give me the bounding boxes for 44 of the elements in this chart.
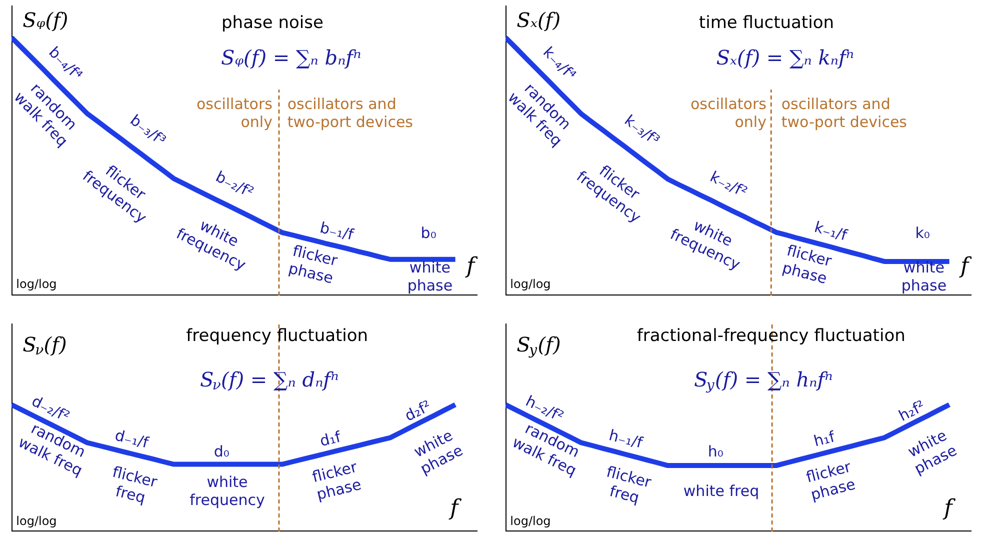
annotation: flicker freq	[604, 462, 654, 507]
annotation: oscillators and two-port devices	[781, 94, 908, 131]
annotation: b₋₂/f²	[212, 167, 257, 202]
chart-title: phase noise	[222, 12, 324, 33]
annotation: d₀	[214, 442, 230, 461]
x-axis-title: f	[464, 254, 478, 279]
annotation: oscillators only	[196, 94, 273, 131]
annotation: log/log	[510, 514, 551, 528]
x-axis-title: f	[942, 496, 956, 522]
y-axis-title: Sₓ(f)	[516, 8, 560, 32]
annotation: white phase	[901, 258, 947, 294]
annotation: b₋₁/f	[318, 218, 356, 244]
annotation: white freq	[683, 482, 760, 500]
annotation: Sᵩ(f) = ∑ₙ bₙfⁿ	[221, 46, 362, 70]
annotation: d₋₁/f	[113, 426, 151, 452]
annotation: white frequency	[190, 472, 265, 509]
annotation: white phase	[407, 258, 453, 294]
annotation: h₁f	[812, 427, 838, 450]
annotation: h₋₂/f²	[522, 392, 566, 426]
x-axis-title: f	[958, 254, 972, 279]
annotation: oscillators only	[690, 94, 767, 131]
y-axis-title: Sᵩ(f)	[22, 8, 68, 32]
annotation: flicker phase	[286, 242, 340, 288]
annotation: flicker freq	[110, 462, 160, 507]
annotation: log/log	[510, 276, 551, 291]
annotation: Sₓ(f) = ∑ₙ kₙfⁿ	[716, 46, 854, 70]
x-axis-title: f	[448, 496, 462, 522]
annotation: d₁f	[318, 428, 344, 450]
annotation: d₋₂/f²	[28, 392, 72, 426]
annotation: k₀	[915, 224, 930, 242]
chart-title: fractional-frequency fluctuation	[636, 326, 906, 346]
annotation: log/log	[16, 276, 57, 291]
annotation: h₀	[708, 442, 724, 461]
annotation: h₋₁/f	[607, 426, 646, 452]
chart-title: time fluctuation	[698, 12, 834, 33]
annotation: flicker phase	[310, 458, 364, 504]
annotation: oscillators and two-port devices	[287, 94, 414, 131]
annotation: log/log	[16, 514, 57, 528]
annotation: b₀	[420, 224, 436, 242]
chart-title: frequency fluctuation	[186, 326, 368, 346]
annotation: k₋₂/f²	[707, 168, 750, 202]
annotation: d₂f²	[402, 396, 434, 425]
annotation: flicker phase	[804, 457, 858, 504]
annotation: h₂f²	[896, 396, 928, 425]
